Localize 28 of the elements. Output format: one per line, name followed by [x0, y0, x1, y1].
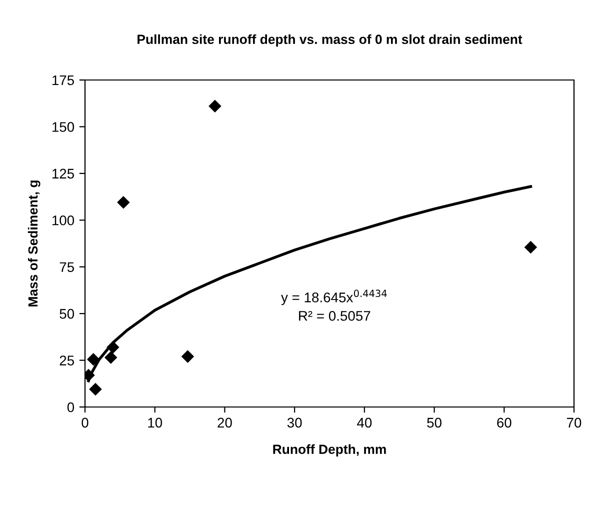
- y-tick-label: 0: [67, 402, 74, 412]
- y-tick-label: 125: [52, 168, 74, 179]
- x-tick-label: 10: [148, 418, 162, 428]
- chart-title: Pullman site runoff depth vs. mass of 0 m slot drain sediment: [138, 34, 522, 47]
- point: [524, 241, 537, 254]
- point: [208, 100, 222, 112]
- x-tick-label: 50: [427, 418, 442, 428]
- point: [87, 353, 100, 366]
- x-axis-title: Runoff Depth, mm: [273, 444, 386, 457]
- y-tick-label: 50: [60, 308, 74, 319]
- point: [104, 351, 117, 364]
- x-tick-label: 30: [287, 418, 302, 428]
- annotation: R² = 0.5057: [299, 310, 370, 321]
- y-tick-label: 100: [52, 215, 74, 226]
- x-tick-label: 0: [82, 418, 88, 428]
- y-axis-title: Mass of Sediment, g: [28, 180, 40, 306]
- x-tick-label: 20: [218, 418, 232, 428]
- point: [182, 350, 194, 363]
- point: [117, 196, 130, 208]
- y-tick-label: 150: [52, 122, 74, 132]
- annotation: y = 18.645x$^{0.4434}$: [281, 290, 387, 306]
- y-tick-label: 175: [52, 75, 74, 86]
- x-tick-label: 40: [357, 418, 372, 428]
- x-tick-label: 60: [497, 418, 512, 428]
- y-tick-label: 25: [60, 356, 74, 366]
- point: [89, 383, 102, 396]
- y-tick-label: 75: [60, 262, 74, 272]
- x-tick-label: 70: [566, 418, 582, 428]
